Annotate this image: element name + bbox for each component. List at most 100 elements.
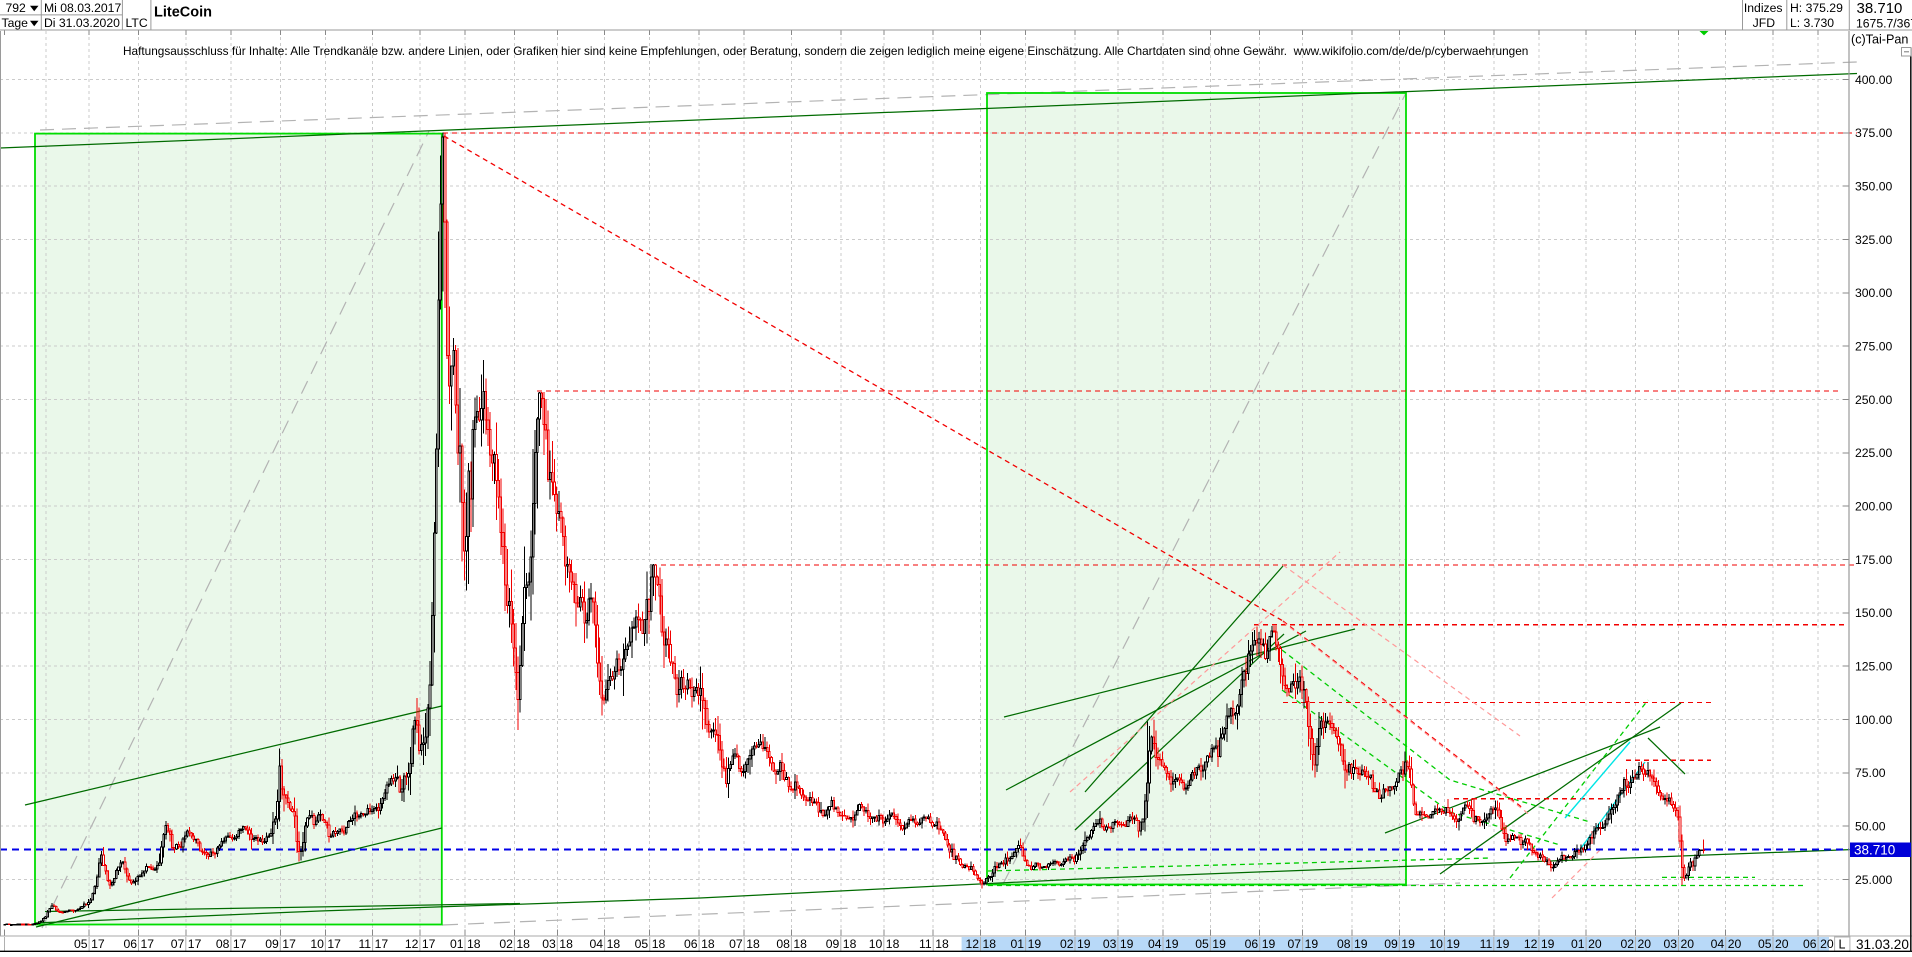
svg-text:19: 19 [1212,937,1226,951]
svg-text:Mi 08.03.2017: Mi 08.03.2017 [44,1,121,15]
svg-text:20: 20 [1588,937,1602,951]
svg-text:12: 12 [1524,937,1538,951]
svg-text:19: 19 [1305,937,1319,951]
svg-text:08: 08 [216,937,230,951]
svg-text:02: 02 [1060,937,1074,951]
svg-text:17: 17 [282,937,296,951]
svg-text:06: 06 [1803,937,1817,951]
svg-text:325.00: 325.00 [1855,233,1892,247]
svg-text:275.00: 275.00 [1855,340,1892,354]
svg-text:19: 19 [1120,937,1134,951]
svg-text:05: 05 [74,937,88,951]
svg-text:Indizes: Indizes [1744,1,1783,15]
svg-text:125.00: 125.00 [1855,660,1892,674]
svg-text:17: 17 [422,937,436,951]
svg-text:17: 17 [375,937,389,951]
svg-text:19: 19 [1028,937,1042,951]
svg-text:18: 18 [559,937,573,951]
svg-text:06: 06 [684,937,698,951]
svg-text:18: 18 [935,937,949,951]
svg-text:07: 07 [729,937,743,951]
svg-text:17: 17 [327,937,341,951]
svg-text:LTC: LTC [126,16,148,30]
svg-text:02: 02 [499,937,513,951]
svg-text:25.000: 25.000 [1855,873,1892,887]
svg-text:18: 18 [652,937,666,951]
svg-text:12: 12 [965,937,979,951]
svg-text:08: 08 [776,937,790,951]
svg-text:(c)Tai-Pan: (c)Tai-Pan [1851,33,1908,47]
svg-text:18: 18 [983,937,997,951]
svg-text:20: 20 [1681,937,1695,951]
svg-text:17: 17 [91,937,105,951]
svg-text:10: 10 [310,937,324,951]
svg-text:L: L [1839,938,1846,952]
svg-text:04: 04 [590,937,604,951]
svg-text:02: 02 [1620,937,1634,951]
svg-text:50.00: 50.00 [1855,819,1886,833]
svg-text:01: 01 [1011,937,1025,951]
svg-text:20: 20 [1775,937,1789,951]
svg-text:200.00: 200.00 [1855,500,1892,514]
svg-text:01: 01 [1571,937,1585,951]
svg-text:18: 18 [746,937,760,951]
svg-text:Tage: Tage [2,16,29,30]
svg-text:20: 20 [1638,937,1652,951]
svg-text:17: 17 [233,937,247,951]
svg-text:09: 09 [826,937,840,951]
svg-text:20: 20 [1728,937,1742,951]
svg-text:LiteCoin: LiteCoin [154,4,212,20]
svg-text:09: 09 [265,937,279,951]
svg-text:18: 18 [467,937,481,951]
svg-text:300.00: 300.00 [1855,286,1892,300]
svg-text:17: 17 [141,937,155,951]
svg-text:18: 18 [516,937,530,951]
svg-text:05: 05 [1195,937,1209,951]
svg-text:1675.7/3672.4: 1675.7/3672.4 [1856,17,1912,31]
svg-text:225.00: 225.00 [1855,446,1892,460]
svg-text:375.00: 375.00 [1855,126,1892,140]
svg-text:792: 792 [6,1,27,15]
svg-text:18: 18 [886,937,900,951]
svg-text:12: 12 [405,937,419,951]
svg-text:18: 18 [843,937,857,951]
svg-text:10: 10 [869,937,883,951]
svg-text:38.710: 38.710 [1854,843,1895,858]
svg-text:03: 03 [542,937,556,951]
svg-text:19: 19 [1401,937,1415,951]
svg-text:11: 11 [919,937,932,951]
svg-text:19: 19 [1165,937,1179,951]
svg-text:19: 19 [1446,937,1460,951]
svg-text:04: 04 [1148,937,1162,951]
svg-text:19: 19 [1541,937,1555,951]
svg-text:06: 06 [123,937,137,951]
svg-text:09: 09 [1384,937,1398,951]
svg-text:350.00: 350.00 [1855,180,1892,194]
svg-text:11: 11 [358,937,371,951]
svg-text:05: 05 [1758,937,1772,951]
svg-text:11: 11 [1480,937,1493,951]
svg-text:H: 375.29: H: 375.29 [1790,1,1843,15]
svg-text:175.00: 175.00 [1855,553,1892,567]
svg-text:07: 07 [1288,937,1302,951]
svg-text:150.00: 150.00 [1855,606,1892,620]
svg-text:Haftungsausschluss für Inhalte: Haftungsausschluss für Inhalte: Alle Tre… [123,44,1528,58]
svg-text:03: 03 [1663,937,1677,951]
svg-text:38.710: 38.710 [1857,0,1903,17]
svg-text:Di 31.03.2020: Di 31.03.2020 [44,16,120,30]
svg-text:05: 05 [635,937,649,951]
svg-text:19: 19 [1077,937,1091,951]
svg-text:07: 07 [171,937,185,951]
svg-text:18: 18 [793,937,807,951]
svg-text:19: 19 [1496,937,1510,951]
svg-text:18: 18 [607,937,621,951]
svg-text:01: 01 [450,937,464,951]
svg-text:20: 20 [1820,937,1834,951]
svg-text:10: 10 [1429,937,1443,951]
svg-text:L: 3.730: L: 3.730 [1790,16,1834,30]
svg-text:400.00: 400.00 [1855,73,1892,87]
svg-text:04: 04 [1711,937,1725,951]
svg-text:17: 17 [188,937,202,951]
svg-text:19: 19 [1354,937,1368,951]
svg-text:03: 03 [1103,937,1117,951]
